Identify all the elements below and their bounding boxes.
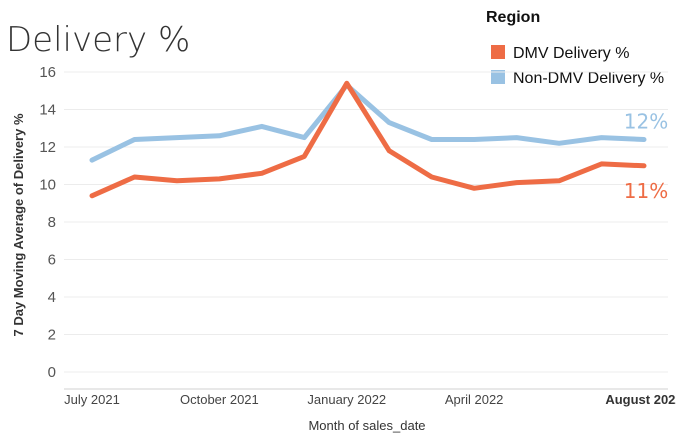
x-axis-label: Month of sales_date: [308, 418, 425, 433]
end-label-dmv: 11%: [624, 179, 668, 203]
y-tick-label: 10: [39, 177, 56, 194]
legend: Region DMV Delivery % Non-DMV Delivery %: [486, 9, 664, 87]
end-label-non-dmv: 12%: [624, 110, 668, 134]
legend-title: Region: [486, 9, 540, 26]
y-tick-label: 14: [39, 102, 56, 119]
series-layer: [89, 80, 647, 199]
x-tick-label: August 2022: [605, 392, 676, 407]
legend-label-dmv[interactable]: DMV Delivery %: [513, 45, 629, 62]
y-tick-label: 0: [48, 364, 56, 381]
y-tick-label: 12: [39, 139, 56, 156]
y-tick-label: 2: [48, 327, 56, 344]
y-axis-ticks: 0 2 4 6 8 10 12 14 16: [39, 64, 56, 381]
legend-swatch-non-dmv: [491, 70, 505, 84]
y-tick-label: 6: [48, 252, 56, 269]
series-line-dmv[interactable]: [89, 80, 647, 199]
end-labels: 12% 11%: [624, 110, 668, 203]
x-axis-ticks: July 2021 October 2021 January 2022 April 2…: [64, 392, 676, 407]
x-tick-label: April 2022: [445, 392, 504, 407]
y-tick-label: 4: [48, 289, 56, 306]
gridlines: [64, 71, 668, 373]
y-tick-label: 16: [39, 64, 56, 81]
chart-title: Delivery %: [6, 20, 190, 60]
x-tick-label: October 2021: [180, 392, 259, 407]
x-tick-label: July 2021: [64, 392, 120, 407]
y-tick-label: 8: [48, 214, 56, 231]
series-line-non-dmv[interactable]: [89, 82, 647, 163]
legend-swatch-dmv: [491, 45, 505, 59]
legend-label-non-dmv[interactable]: Non-DMV Delivery %: [513, 70, 664, 87]
x-tick-label: January 2022: [307, 392, 386, 407]
y-axis-label: 7 Day Moving Average of Delivery %: [11, 113, 26, 336]
